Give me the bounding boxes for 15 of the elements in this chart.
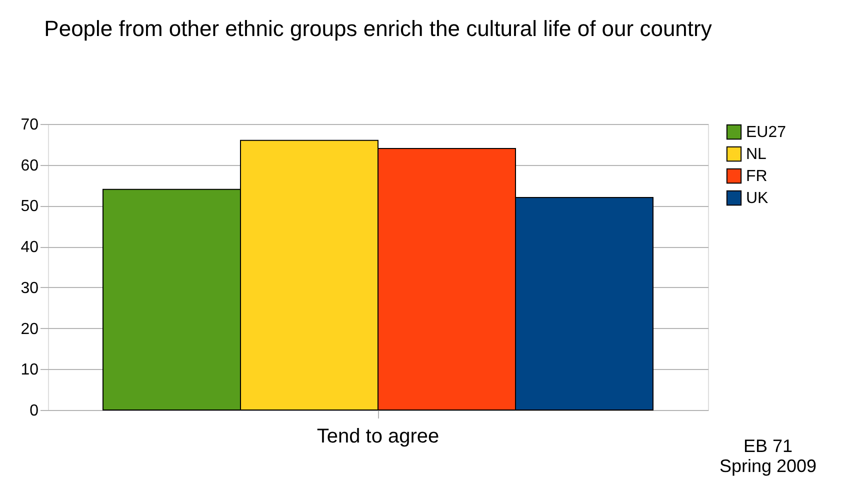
legend-label: FR: [746, 168, 768, 185]
legend-label: EU27: [746, 124, 786, 141]
legend-label: NL: [746, 146, 767, 163]
y-tick-label: 50: [20, 198, 39, 216]
y-tick-label: 10: [20, 362, 39, 379]
legend-label: UK: [746, 190, 769, 207]
text: EB 71 Spring 2009: [719, 436, 817, 476]
y-tick-label: 40: [20, 239, 39, 256]
chart-title: People from other ethnic groups enrich the cultural life of our country: [44, 16, 712, 41]
y-tick-label: 0: [30, 402, 39, 420]
x-tick-label: Tend to agree: [316, 426, 440, 448]
y-tick-label: 20: [20, 320, 39, 338]
y-tick-label: 60: [20, 157, 39, 174]
y-tick-label: 30: [20, 280, 39, 297]
y-tick-label: 70: [20, 116, 39, 134]
